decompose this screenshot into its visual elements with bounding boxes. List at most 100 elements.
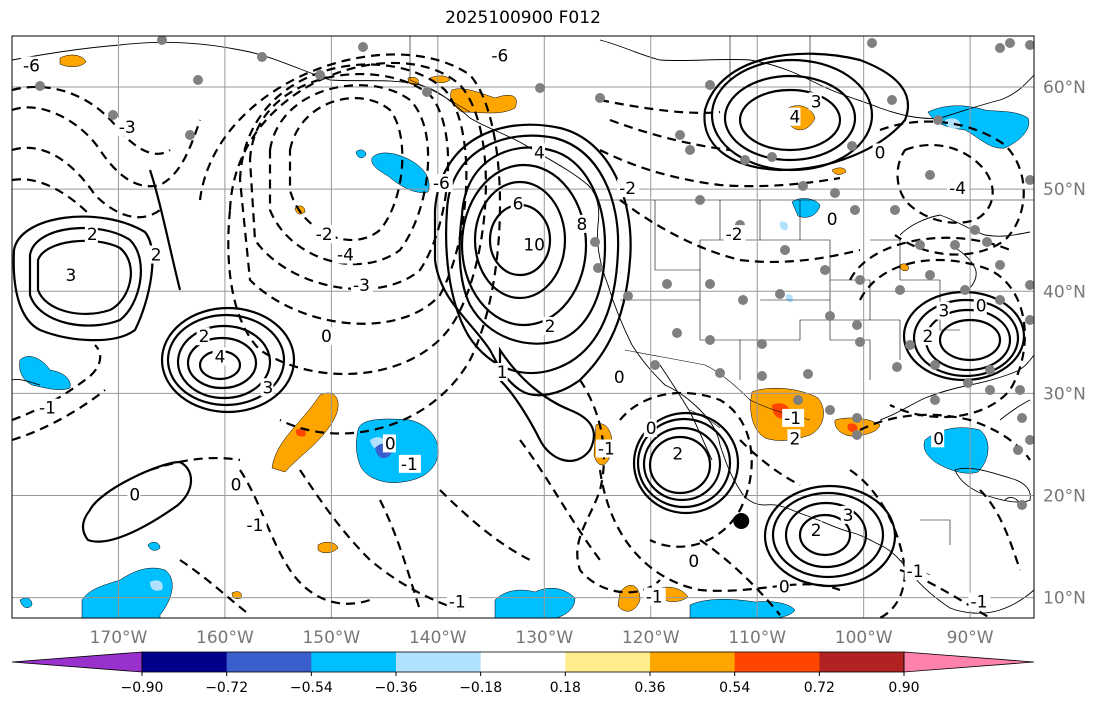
colorbar-tick-label: −0.18 xyxy=(459,680,502,696)
coastlines xyxy=(12,39,1034,614)
contour-label-bg xyxy=(723,225,746,244)
colorbar-segment xyxy=(480,652,566,672)
contour-label-bg xyxy=(686,551,700,570)
contour-label: -3 xyxy=(119,118,136,138)
contour-label: 0 xyxy=(933,429,944,449)
colorbar-tick-label: −0.54 xyxy=(290,680,333,696)
colorbar-segment xyxy=(311,652,397,672)
lat-tick-label: 50°N xyxy=(1043,180,1086,200)
figure-title: 2025100900 F012 xyxy=(445,8,601,28)
contour-label-bg xyxy=(973,296,987,315)
colorbar-tick-label: 0.36 xyxy=(634,680,665,696)
contour-label-bg xyxy=(531,143,545,162)
contour-label-bg xyxy=(643,419,657,438)
contour-label: 0 xyxy=(688,552,699,572)
contour-label: 3 xyxy=(939,302,950,322)
contour-label: 2 xyxy=(151,246,162,266)
contour-label-bg xyxy=(611,368,625,387)
colorbar-segment xyxy=(396,652,482,672)
colorbar-segment xyxy=(734,652,820,672)
contour-label: -1 xyxy=(39,399,56,419)
lon-tick-label: 150°W xyxy=(302,628,360,648)
contour-label: 0 xyxy=(646,419,657,439)
contour-label: 0 xyxy=(976,297,987,317)
contour-label-bg xyxy=(643,587,666,606)
contour-label-bg xyxy=(446,592,469,611)
contour-label-bg xyxy=(968,592,991,611)
contour-label: 10 xyxy=(523,235,545,255)
contour-label: -1 xyxy=(247,516,264,536)
lon-tick-label: 160°W xyxy=(196,628,254,648)
contour-label-bg xyxy=(63,265,77,284)
map-frame xyxy=(11,35,1035,619)
lon-tick-label: 120°W xyxy=(622,628,680,648)
colorbar-tick-label: 0.72 xyxy=(804,680,835,696)
contour-label: 2 xyxy=(672,445,683,465)
station-dots xyxy=(35,36,1034,510)
lat-tick-label: 40°N xyxy=(1043,282,1086,302)
contour-label: 0 xyxy=(614,368,625,388)
contour-label: -1 xyxy=(784,409,801,429)
contour-label: -4 xyxy=(337,246,354,266)
contour-label-bg xyxy=(510,194,524,213)
contour-label: -1 xyxy=(646,588,663,608)
contour-label-bg xyxy=(595,439,618,458)
contour-label-bg xyxy=(116,117,139,136)
contour-label: 8 xyxy=(577,215,588,235)
contour-label: -1 xyxy=(449,593,466,613)
contour-label-bg xyxy=(148,245,162,264)
colorbar-tick-label: 0.90 xyxy=(888,680,919,696)
contour-label: -6 xyxy=(433,174,450,194)
lon-tick-label: 110°W xyxy=(728,628,786,648)
contour-label: -1 xyxy=(970,593,987,613)
contour-label-bg xyxy=(20,56,43,75)
contour-label: -2 xyxy=(316,225,333,245)
contour-label: 0 xyxy=(129,485,140,505)
contour-label-bg xyxy=(808,521,822,540)
contour-label-bg xyxy=(840,505,854,524)
contour-label: 3 xyxy=(263,378,274,398)
contour-label-bg xyxy=(319,327,333,346)
lon-tick-label: 140°W xyxy=(409,628,467,648)
contour-label-bg xyxy=(931,429,945,448)
contour-label: 0 xyxy=(321,327,332,347)
contour-label-bg xyxy=(494,362,508,381)
colorbar-extend-low xyxy=(11,651,143,673)
contour-label-bg xyxy=(350,276,373,295)
contour-label-bg xyxy=(196,327,210,346)
contour-label-bg xyxy=(489,46,512,65)
contour-label-bg xyxy=(335,245,358,264)
colorbar-tick-label: 0.54 xyxy=(719,680,750,696)
contour-label-bg xyxy=(84,225,98,244)
contour-label-bg xyxy=(521,235,544,254)
contour-label: -4 xyxy=(949,179,966,199)
contour-label-bg xyxy=(787,107,801,126)
contour-label-bg xyxy=(127,485,141,504)
contour-label-bg xyxy=(782,408,805,427)
lon-tick-label: 130°W xyxy=(515,628,573,648)
contour-label-bg xyxy=(382,434,396,453)
negative-contours xyxy=(12,53,1031,618)
contour-label: -1 xyxy=(907,562,924,582)
contour-label: 0 xyxy=(875,143,886,163)
contour-label-bg xyxy=(920,327,934,346)
contour-label-bg xyxy=(36,398,59,417)
lat-tick-label: 60°N xyxy=(1043,78,1086,98)
contour-label-bg xyxy=(398,454,421,473)
contour-label: 4 xyxy=(789,108,800,128)
contour-label-bg xyxy=(542,317,556,335)
contour-label-bg xyxy=(430,174,453,193)
contour-label: -1 xyxy=(598,440,615,460)
contour-label: 4 xyxy=(215,348,226,368)
contour-label-bg xyxy=(904,562,927,581)
contour-label-bg xyxy=(228,475,242,494)
colorbar-tick-label: −0.36 xyxy=(375,680,418,696)
contour-label: 1 xyxy=(497,363,508,383)
colorbar-segment xyxy=(650,652,736,672)
lon-tick-label: 170°W xyxy=(90,628,148,648)
contour-label-bg xyxy=(824,209,838,228)
contour-label-bg xyxy=(574,214,588,233)
colorbar-tick-label: 0.18 xyxy=(550,680,581,696)
contour-label: 2 xyxy=(811,521,822,541)
